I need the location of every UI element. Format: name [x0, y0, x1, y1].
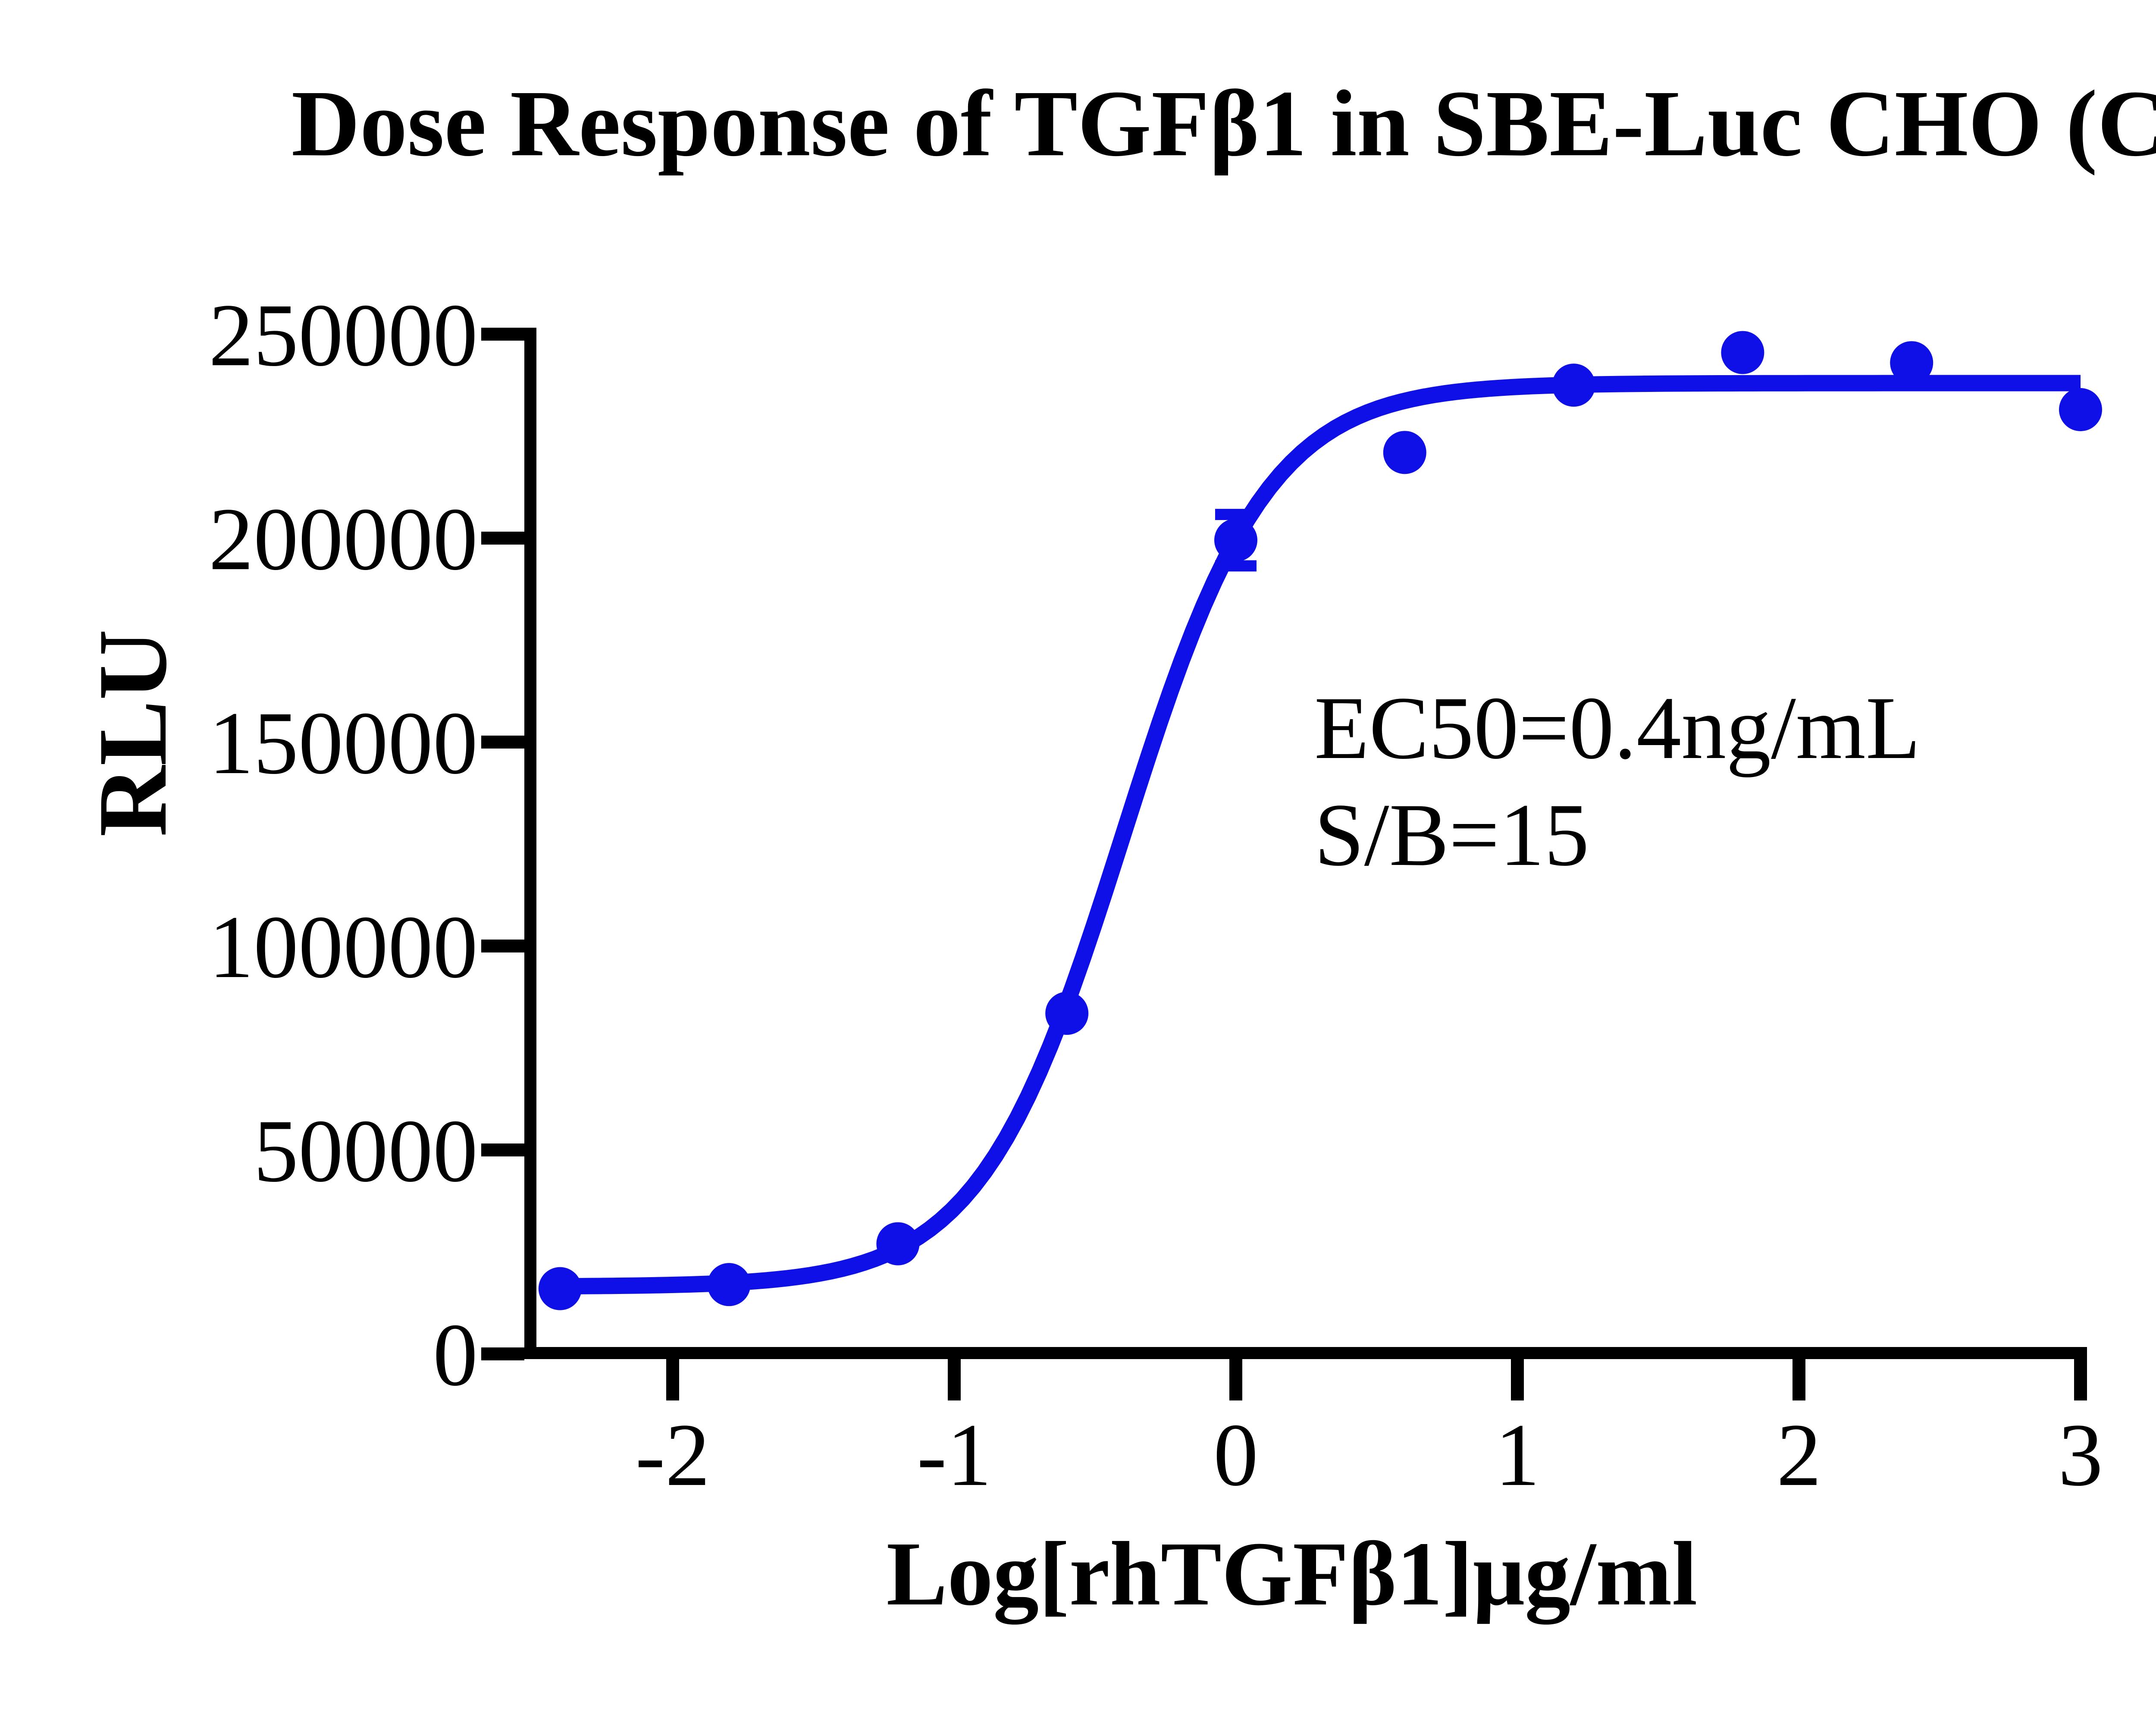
y-tick-label: 200000	[209, 489, 478, 589]
x-tick-label: 0	[1213, 1405, 1258, 1504]
y-tick-label: 250000	[209, 285, 478, 385]
x-tick-label: 3	[2058, 1405, 2103, 1504]
data-point	[1721, 331, 1764, 374]
x-axis-title: Log[rhTGFβ1]μg/ml	[886, 1523, 1698, 1624]
data-point	[1890, 341, 1934, 385]
x-tick-label: -1	[917, 1405, 991, 1504]
chart-title: Dose Response of TGFβ1 in SBE-Luc CHO (C…	[291, 71, 2156, 176]
y-tick-label: 0	[433, 1305, 478, 1404]
fit-curve-line	[546, 375, 2081, 1295]
data-point	[707, 1263, 751, 1306]
x-tick-label: 1	[1495, 1405, 1540, 1504]
y-tick-label: 150000	[209, 693, 478, 793]
annotation-signal-to-background: S/B=15	[1314, 785, 1589, 884]
data-point	[876, 1222, 920, 1266]
x-tick-label: -2	[635, 1405, 710, 1504]
data-point	[2059, 388, 2102, 432]
annotation-block: EC50=0.4ng/mL S/B=15	[1314, 674, 1921, 888]
data-point	[538, 1267, 582, 1310]
data-point	[1383, 431, 1426, 474]
y-tick-label: 100000	[209, 897, 478, 996]
annotation-ec50: EC50=0.4ng/mL	[1314, 678, 1921, 777]
data-point	[1214, 518, 1257, 562]
data-point	[1045, 992, 1089, 1035]
x-tick-label: 2	[1777, 1405, 1821, 1504]
data-point	[1552, 363, 1595, 407]
y-tick-label: 50000	[254, 1101, 478, 1200]
